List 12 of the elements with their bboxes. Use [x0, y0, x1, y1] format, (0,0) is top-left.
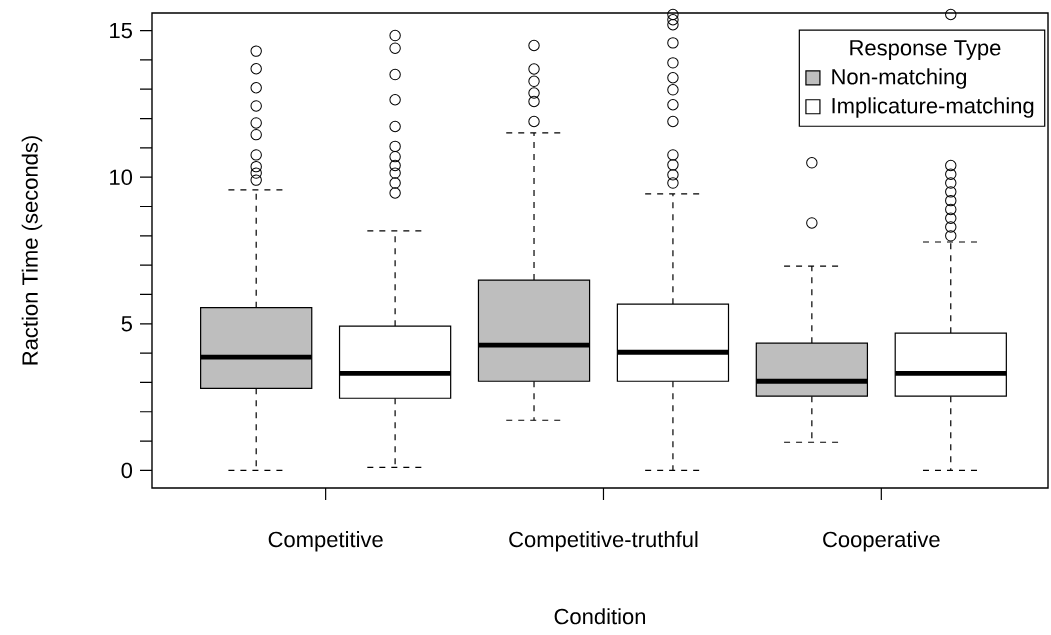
x-axis-title: Condition: [554, 608, 646, 625]
y-tick-label: 5: [121, 316, 132, 332]
x-tick-label: Competitive: [268, 531, 383, 552]
y-axis-title: Raction Time (seconds): [21, 136, 43, 365]
y-tick-label: 0: [121, 462, 133, 479]
legend-label: Non-matching: [832, 68, 967, 89]
x-tick-label: Cooperative: [823, 531, 940, 552]
legend-title: Response Type: [850, 40, 1001, 60]
x-tick-label: Competitive-truthful: [509, 531, 698, 552]
y-tick-label: 10: [110, 169, 133, 185]
legend-label: Implicature-matching: [832, 97, 1034, 118]
y-tick-label: 15: [110, 22, 132, 39]
